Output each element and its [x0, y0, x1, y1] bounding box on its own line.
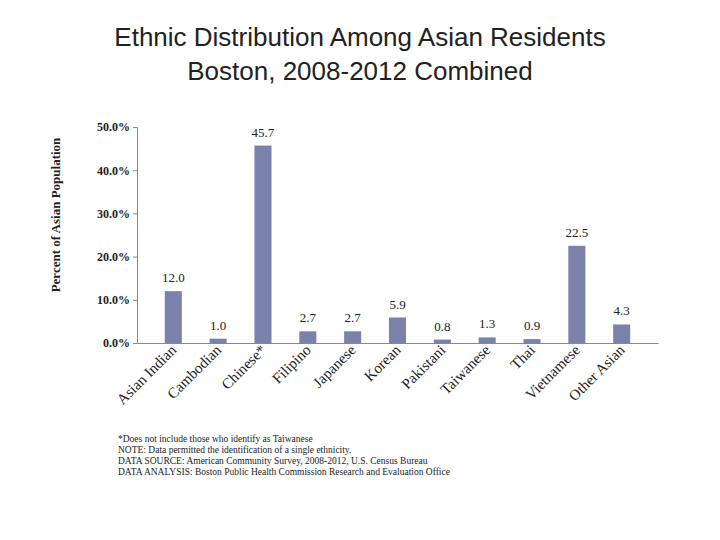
x-tick: Filipino	[269, 342, 314, 387]
y-tick: 30.0%	[97, 207, 137, 221]
y-tick: 40.0%	[97, 164, 137, 178]
data-label: 0.8	[434, 319, 450, 334]
y-tick-label: 30.0%	[97, 207, 130, 221]
y-tick-label: 50.0%	[97, 120, 130, 134]
y-tick: 10.0%	[97, 293, 137, 307]
y-tick: 50.0%	[97, 120, 137, 134]
footnote: DATA ANALYSIS: Boston Public Health Comm…	[118, 467, 450, 477]
x-tick: Cambodian	[164, 341, 225, 402]
x-tick-label: Taiwanese	[437, 342, 493, 398]
footnotes: *Does not include those who identify as …	[118, 434, 450, 477]
y-tick-label: 10.0%	[97, 293, 130, 307]
x-tick: Chinese*	[218, 342, 269, 393]
x-tick-label: Filipino	[269, 342, 314, 387]
x-tick: Other Asian	[566, 341, 629, 404]
x-tick: Korean	[361, 341, 404, 384]
data-label: 0.9	[524, 318, 540, 333]
bar	[568, 246, 585, 343]
data-labels: 12.0 1.0 45.7 2.7 2.7 5.9 0.8 1.3 0.9 22.5 4.3	[162, 125, 630, 334]
x-tick-label: Japanese	[310, 342, 359, 391]
data-label: 1.3	[479, 316, 495, 331]
x-axis: Asian IndianCambodianChinese*FilipinoJap…	[114, 341, 659, 407]
y-tick-mark	[133, 127, 137, 128]
y-tick: 0.0%	[103, 336, 137, 350]
bar	[389, 318, 406, 343]
data-label: 2.7	[300, 310, 317, 325]
bar	[613, 324, 630, 343]
x-tick-label: Other Asian	[566, 341, 629, 404]
x-tick: Taiwanese	[437, 342, 493, 398]
subtitle: Boston, 2008-2012 Combined	[187, 56, 532, 86]
x-tick-label: Korean	[361, 341, 404, 384]
y-tick-mark	[133, 170, 137, 171]
x-tick: Thai	[507, 342, 538, 373]
y-tick-label: 40.0%	[97, 164, 130, 178]
bar	[165, 291, 182, 343]
y-tick: 20.0%	[97, 250, 137, 264]
y-tick-mark	[133, 257, 137, 258]
data-label: 4.3	[614, 303, 630, 318]
data-label: 12.0	[162, 270, 185, 285]
footnote: *Does not include those who identify as …	[118, 434, 313, 444]
data-label: 45.7	[252, 125, 275, 140]
data-label: 2.7	[345, 310, 362, 325]
x-tick-label: Cambodian	[164, 341, 225, 402]
y-tick-mark	[133, 343, 137, 344]
data-label: 5.9	[389, 297, 405, 312]
data-label: 22.5	[565, 225, 588, 240]
y-tick-label: 0.0%	[103, 336, 130, 350]
bars	[165, 146, 630, 343]
footnote: DATA SOURCE: American Community Survey, …	[118, 456, 428, 466]
y-axis-title: Percent of Asian Population	[48, 137, 63, 292]
y-tick-mark	[133, 300, 137, 301]
chart: Ethnic Distribution Among Asian Resident…	[0, 0, 720, 540]
x-tick-label: Thai	[507, 342, 538, 373]
x-axis-line	[138, 343, 659, 344]
title: Ethnic Distribution Among Asian Resident…	[114, 22, 605, 52]
x-tick-label: Chinese*	[218, 342, 269, 393]
y-axis-line	[133, 128, 138, 344]
x-tick: Japanese	[310, 342, 359, 391]
y-tick-label: 20.0%	[97, 250, 130, 264]
data-label: 1.0	[210, 318, 226, 333]
y-axis: 0.0% 10.0% 20.0% 30.0% 40.0% 50.0%	[97, 120, 138, 350]
bar	[254, 146, 271, 343]
footnote: NOTE: Data permitted the identification …	[118, 445, 351, 455]
y-tick-mark	[133, 213, 137, 214]
